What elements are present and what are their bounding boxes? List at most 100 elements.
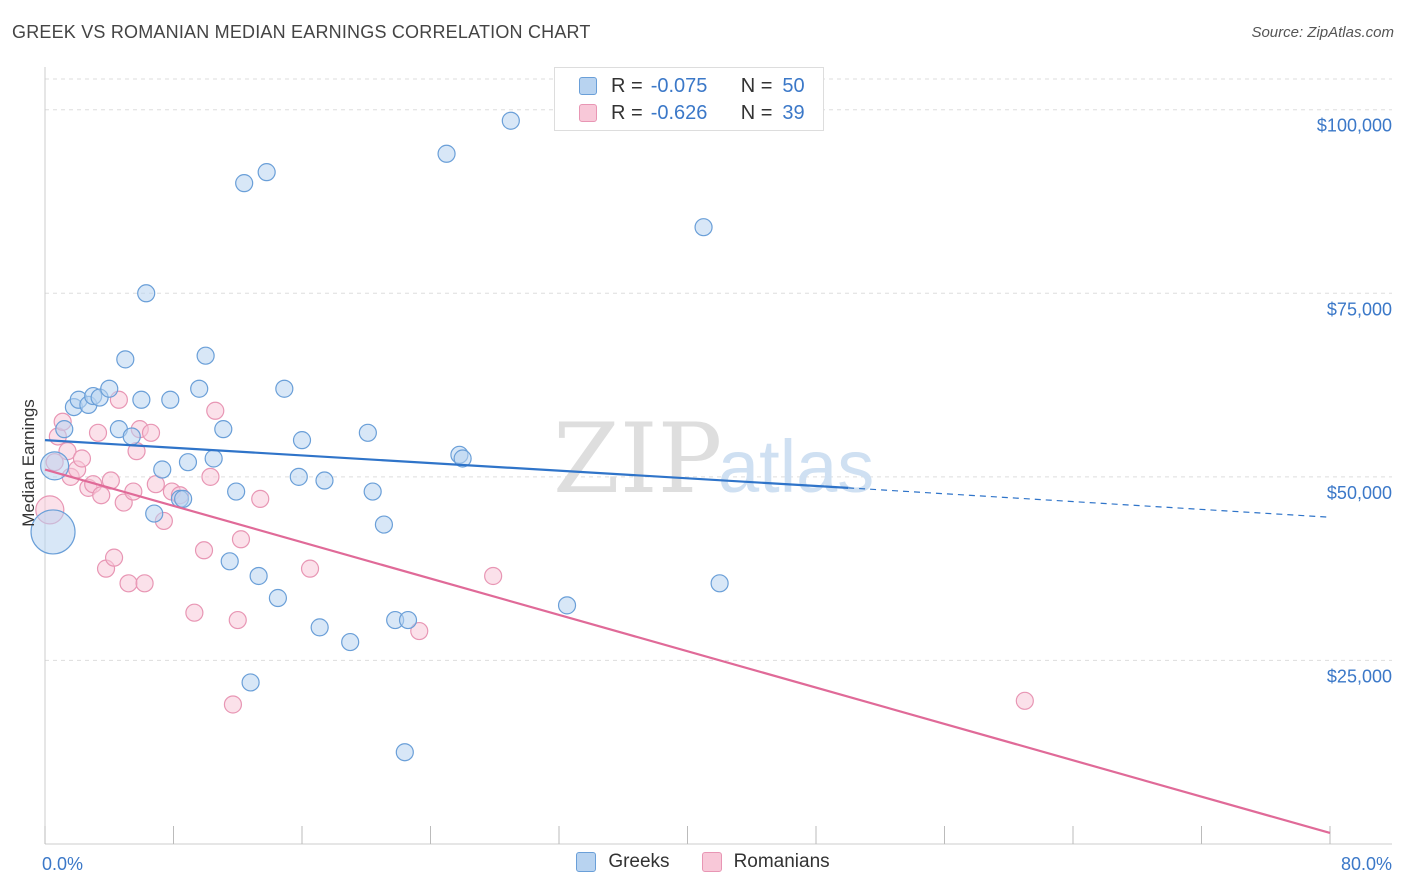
romanian-point — [124, 482, 143, 501]
romanians-trend-line — [44, 468, 1331, 835]
greek-point — [358, 423, 377, 442]
romanian-point — [92, 486, 111, 505]
greek-point — [235, 174, 254, 193]
greek-point — [122, 427, 141, 446]
greek-point — [132, 390, 151, 409]
greek-point — [214, 420, 233, 439]
greek-point — [153, 460, 172, 479]
greek-point — [40, 451, 70, 481]
greek-point — [292, 431, 312, 450]
greek-point — [268, 588, 288, 608]
greeks-n-value: 50 — [782, 74, 805, 97]
romanian-point — [88, 423, 108, 442]
greek-point — [204, 449, 223, 468]
trend-layer — [44, 439, 1331, 835]
greek-point — [374, 515, 394, 534]
romanian-point — [251, 489, 270, 508]
chart-title: GREEK VS ROMANIAN MEDIAN EARNINGS CORREL… — [12, 22, 591, 42]
greek-point — [257, 163, 276, 182]
legend-item-romanians[interactable]: Romanians — [701, 851, 830, 873]
grid-layer — [45, 78, 1392, 661]
label-layer: $25,000 $50,000 $75,000 $100,000 0.0% 80.0% — [42, 116, 1392, 874]
source-credit: Source: ZipAtlas.com — [1251, 24, 1394, 41]
greek-point — [241, 673, 260, 692]
romanians-n-value: 39 — [782, 101, 805, 124]
series-legend: Greeks Romanians — [0, 851, 1406, 873]
greek-point — [100, 379, 119, 398]
greek-point — [116, 350, 135, 369]
greek-point — [453, 449, 472, 468]
romanians-swatch-icon — [579, 104, 597, 122]
watermark-atlas: atlas — [718, 425, 874, 508]
greeks-trend-extension — [848, 487, 1331, 518]
romanians-r-label: R = — [611, 101, 643, 124]
greek-point — [174, 489, 193, 508]
romanian-point — [231, 530, 251, 549]
greek-point — [190, 379, 209, 398]
greek-point — [437, 144, 456, 163]
greeks-swatch-icon — [579, 77, 597, 95]
greeks-trend-line — [44, 439, 849, 489]
greeks-legend-icon — [576, 852, 597, 872]
legend-row-greeks: R = -0.075 N = 50 — [555, 73, 805, 99]
romanian-point — [104, 548, 124, 567]
y-tick-label: $25,000 — [1327, 666, 1392, 686]
greeks-r-value: -0.075 — [650, 74, 708, 97]
greek-point — [137, 284, 156, 303]
greek-point — [55, 420, 74, 439]
greek-point — [398, 610, 418, 630]
romanian-point — [185, 603, 204, 622]
greek-point — [227, 482, 246, 501]
y-axis-label: Median Earnings — [19, 399, 38, 527]
romanian-point — [135, 574, 154, 593]
romanian-point — [201, 467, 220, 486]
greek-point — [220, 552, 239, 571]
romanian-point — [484, 566, 503, 586]
greek-point — [710, 574, 729, 593]
romanian-point — [410, 621, 429, 641]
romanian-point — [300, 559, 320, 578]
romanian-point — [228, 610, 247, 630]
y-tick-label: $100,000 — [1317, 116, 1392, 136]
y-tick-label: $75,000 — [1327, 299, 1392, 319]
points-layer — [30, 111, 1034, 762]
romanian-point — [141, 423, 161, 442]
greek-point — [30, 509, 76, 555]
watermark: ZIP atlas — [553, 403, 874, 515]
greek-point — [145, 504, 164, 523]
greek-point — [341, 632, 360, 652]
stats-legend: R = -0.075 N = 50 R = -0.626 N = 39 — [554, 67, 824, 131]
greek-point — [501, 111, 520, 130]
romanians-n-label: N = — [740, 101, 773, 124]
romanian-point — [194, 541, 214, 560]
romanian-point — [206, 401, 225, 420]
greek-point — [310, 618, 329, 637]
greek-point — [557, 596, 577, 615]
watermark-zip: ZIP — [553, 403, 722, 515]
greeks-r-label: R = — [611, 74, 643, 97]
romanians-legend-label: Romanians — [733, 851, 830, 872]
greek-point — [315, 471, 334, 490]
greek-point — [363, 482, 382, 501]
x-tick-label-max: 80.0% — [1341, 854, 1392, 874]
greek-point — [196, 346, 215, 365]
romanian-point — [223, 695, 243, 714]
legend-item-greeks[interactable]: Greeks — [576, 851, 670, 873]
romanian-point — [119, 574, 138, 593]
romanian-point — [1015, 691, 1034, 710]
greek-point — [178, 453, 198, 472]
greek-point — [249, 566, 268, 586]
romanian-point — [72, 449, 92, 468]
romanians-legend-icon — [701, 852, 722, 872]
greek-point — [275, 379, 294, 398]
greek-point — [161, 390, 180, 409]
greeks-n-label: N = — [740, 74, 773, 97]
x-tick-label-min: 0.0% — [42, 854, 83, 874]
y-tick-label: $50,000 — [1327, 483, 1392, 503]
greeks-legend-label: Greeks — [608, 851, 670, 872]
legend-row-romanians: R = -0.626 N = 39 — [555, 100, 805, 126]
greek-point — [694, 218, 713, 237]
greek-point — [395, 743, 414, 762]
greek-point — [289, 467, 308, 486]
